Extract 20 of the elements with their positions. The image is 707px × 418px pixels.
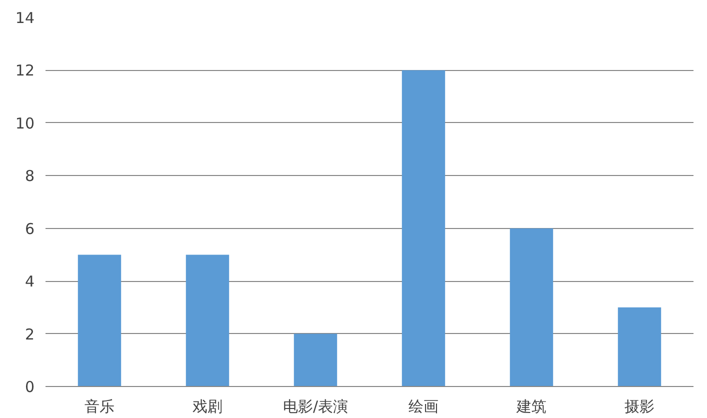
bar bbox=[78, 254, 122, 386]
x-tick-label: 摄影 bbox=[624, 398, 654, 416]
y-tick-label: 2 bbox=[24, 325, 35, 344]
y-tick-label: 0 bbox=[24, 378, 35, 396]
bar bbox=[402, 70, 446, 386]
y-tick-label: 6 bbox=[24, 220, 35, 238]
bar bbox=[618, 307, 662, 386]
y-tick-label: 8 bbox=[24, 167, 35, 186]
bar bbox=[294, 334, 338, 386]
bar bbox=[186, 254, 230, 386]
y-tick-label: 10 bbox=[15, 114, 35, 132]
y-tick-label: 12 bbox=[15, 62, 35, 80]
y-tick-label: 14 bbox=[15, 9, 35, 27]
x-tick-label: 建筑 bbox=[516, 398, 546, 416]
x-tick-label: 音乐 bbox=[84, 398, 114, 416]
x-tick-label: 电影/表演 bbox=[282, 398, 348, 416]
x-tick-label: 绘画 bbox=[408, 398, 438, 416]
x-tick-label: 戏剧 bbox=[192, 398, 222, 416]
y-tick-label: 4 bbox=[24, 272, 35, 291]
bar bbox=[510, 228, 554, 386]
